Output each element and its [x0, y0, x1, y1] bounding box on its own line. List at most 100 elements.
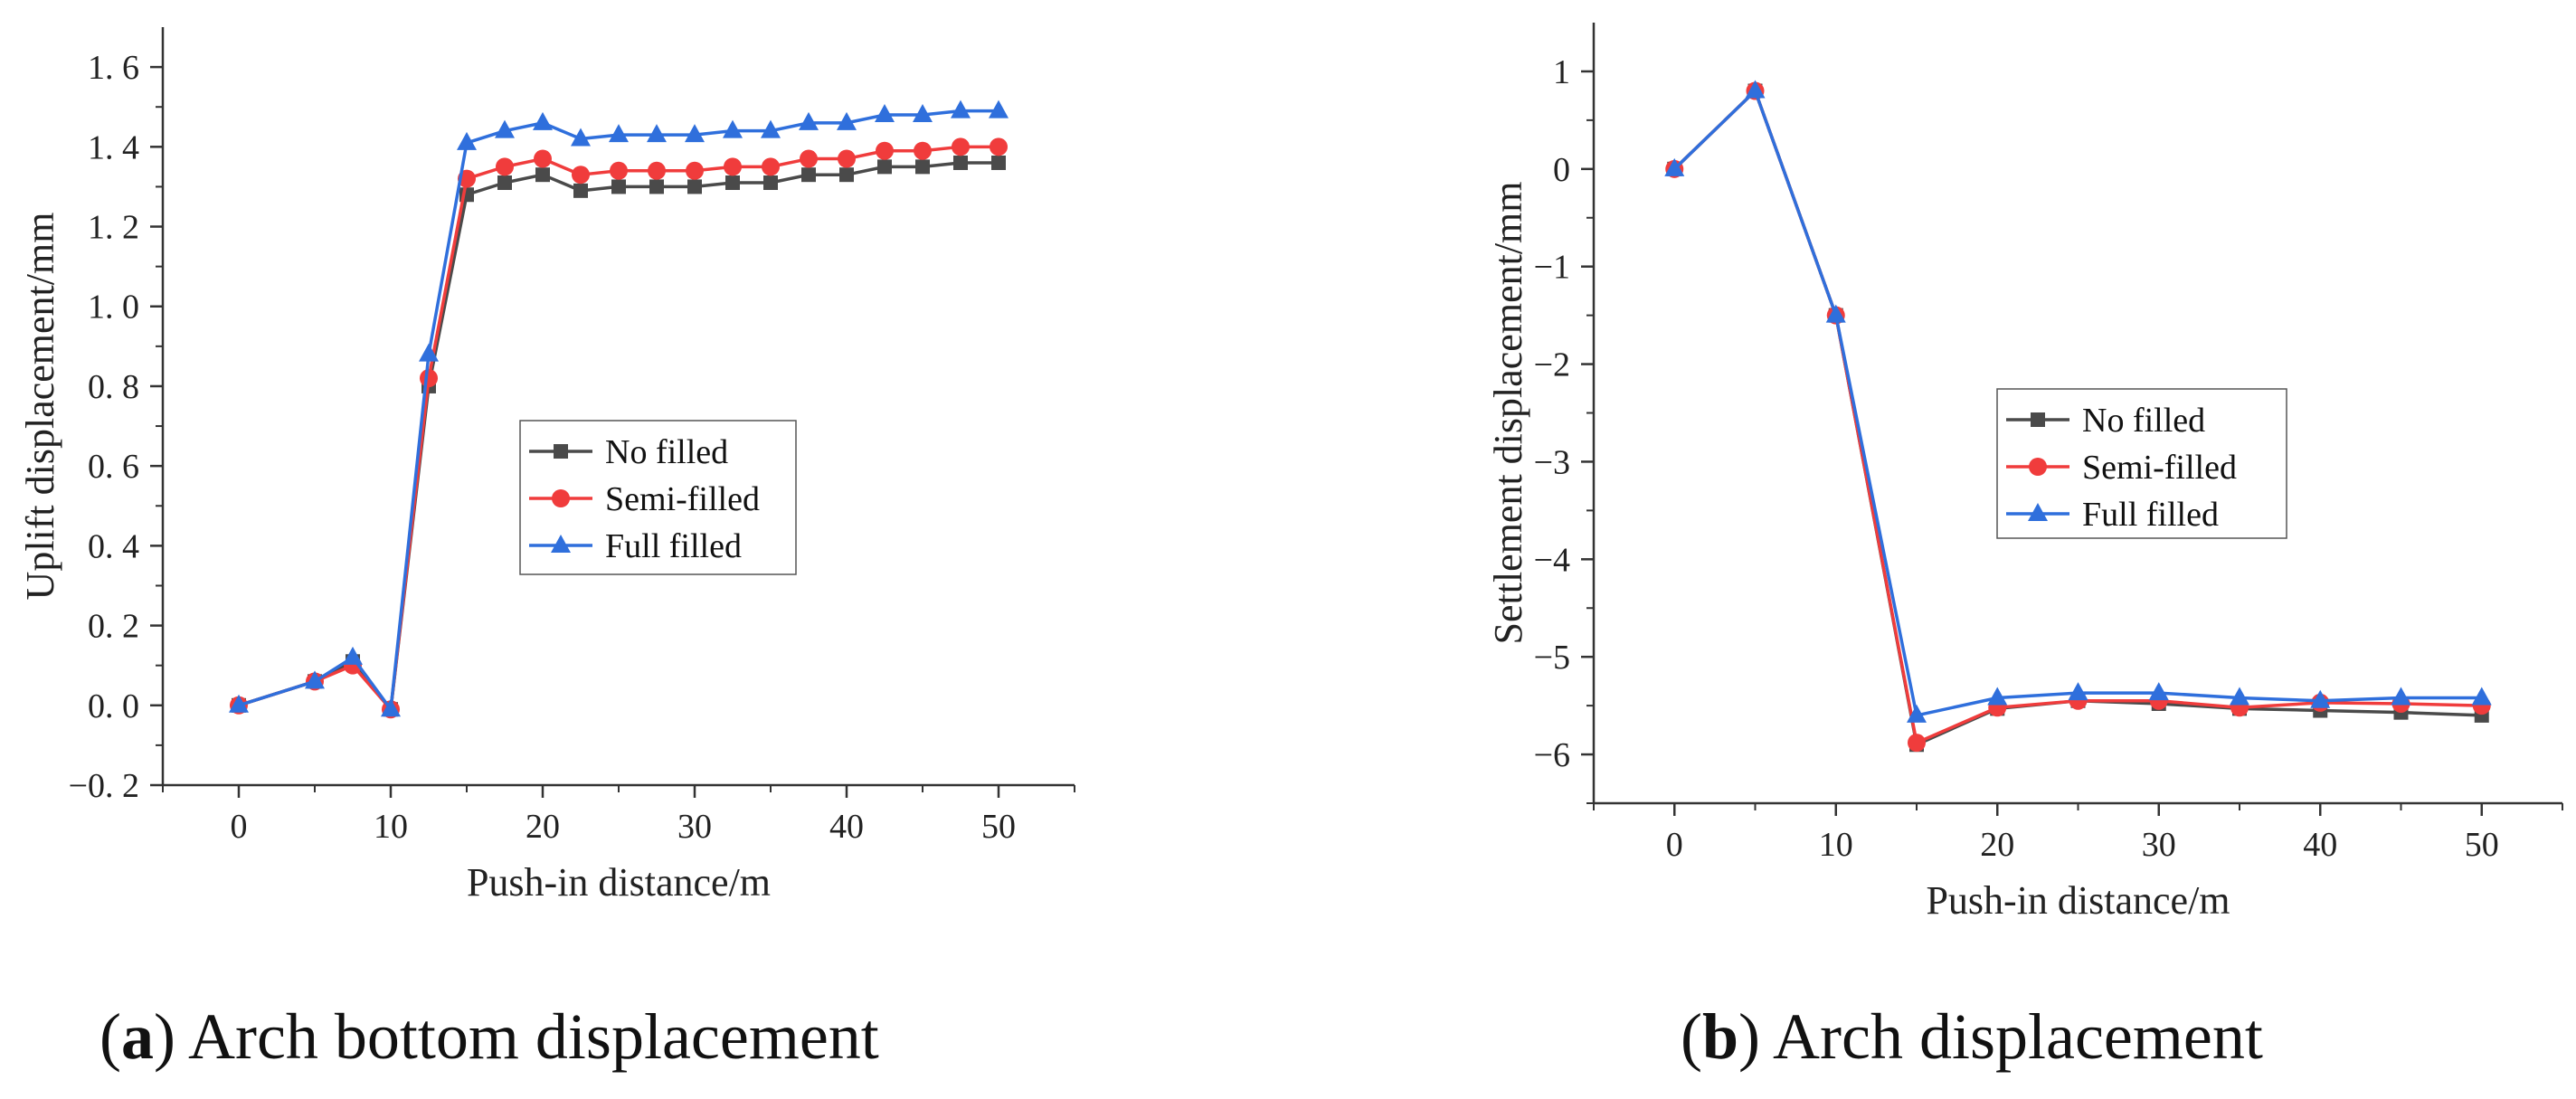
chart-b-y-tick-label: 1: [1553, 53, 1570, 91]
chart-a-y-tick-label: 0. 8: [88, 368, 139, 406]
chart-a-x-tick-label: 50: [981, 808, 1016, 846]
chart-b-y-tick-label: −1: [1534, 249, 1570, 287]
chart-b-point-full_filled: [2068, 682, 2088, 701]
chart-a-point-no_filled: [877, 159, 892, 175]
chart-a-point-semi_filled: [876, 141, 894, 160]
chart-b-point-full_filled: [1825, 304, 1846, 323]
chart-a-series-line-full_filled: [238, 109, 999, 711]
chart-a-point-full_filled: [761, 119, 781, 138]
chart-b-x-tick-label: 0: [1666, 826, 1683, 864]
chart-b-point-full_filled: [2310, 689, 2331, 708]
chart-a-arch-bottom-displacement: 0 10 20 30 40 50 −0. 2 0. 0 0. 2 0. 4 0. 6 0. 8 1. 0…: [18, 27, 1075, 905]
chart-a-legend-label-no_filled: No filled: [605, 433, 728, 471]
chart-a-point-semi_filled: [686, 161, 704, 180]
chart-a-point-no_filled: [535, 167, 550, 183]
chart-b-legend-marker-full_filled: [2028, 503, 2048, 521]
caption-a: (a) Arch bottom displacement: [99, 1000, 879, 1075]
chart-b-point-semi_filled: [1908, 734, 1926, 753]
chart-a-point-semi_filled: [800, 149, 818, 168]
chart-a-point-semi_filled: [420, 369, 438, 388]
chart-a-point-no_filled: [801, 167, 816, 183]
chart-b-point-full_filled: [2148, 682, 2169, 701]
chart-a-point-semi_filled: [990, 137, 1008, 156]
chart-b-y-axis-label: Settlement displacement/mm: [1486, 182, 1530, 645]
chart-a-point-no_filled: [725, 175, 740, 191]
chart-a-point-full_filled: [837, 111, 857, 130]
chart-b-y-tick-label: −5: [1534, 639, 1570, 677]
chart-a-point-full_filled: [533, 111, 553, 130]
chart-a-point-no_filled: [953, 155, 968, 170]
chart-a-point-semi_filled: [914, 141, 932, 160]
chart-a-point-full_filled: [609, 124, 629, 143]
chart-b-legend-label-semi_filled: Semi-filled: [2082, 449, 2237, 487]
chart-a-y-tick-label: 0. 6: [88, 448, 139, 486]
chart-b-x-tick-label: 50: [2465, 826, 2499, 864]
chart-a-x-tick-label: 40: [829, 808, 864, 846]
chart-a-point-full_filled: [799, 111, 819, 130]
chart-a-point-full_filled: [951, 99, 971, 118]
chart-a-point-no_filled: [839, 167, 854, 183]
chart-a-x-tick-label: 30: [677, 808, 712, 846]
chart-b-point-full_filled: [1745, 80, 1766, 99]
chart-a-point-full_filled: [457, 131, 477, 150]
chart-b-legend-marker-no_filled: [2031, 412, 2045, 427]
chart-a-point-full_filled: [647, 124, 667, 143]
chart-b-point-full_filled: [1664, 157, 1685, 176]
chart-b-y-tick-label: −2: [1534, 346, 1570, 384]
caption-a-text: ) Arch bottom displacement: [153, 1000, 879, 1073]
chart-b-x-tick-label: 10: [1819, 826, 1853, 864]
chart-b-y-tick-label: 0: [1553, 151, 1570, 189]
chart-b-x-axis-label: Push-in distance/m: [1926, 878, 2230, 923]
chart-b-legend-label-no_filled: No filled: [2082, 402, 2205, 440]
chart-a-point-no_filled: [611, 179, 626, 194]
chart-b-y-tick-label: −6: [1534, 736, 1570, 774]
caption-a-open: (: [99, 1000, 121, 1073]
chart-a-legend-marker-semi_filled: [552, 489, 570, 507]
chart-b-x-tick-label: 40: [2303, 826, 2337, 864]
chart-a-point-no_filled: [573, 183, 588, 198]
caption-b: (b) Arch displacement: [1681, 1000, 2263, 1075]
caption-a-letter: a: [120, 1000, 154, 1073]
chart-a-x-axis-label: Push-in distance/m: [467, 860, 771, 905]
chart-b-point-full_filled: [1987, 687, 2008, 706]
caption-b-open: (: [1681, 1000, 1702, 1073]
chart-a-y-tick-label: −0. 2: [69, 767, 139, 805]
chart-a-point-full_filled: [495, 119, 515, 138]
chart-a-point-full_filled: [723, 119, 743, 138]
chart-a-point-semi_filled: [952, 137, 970, 156]
chart-a-point-full_filled: [229, 694, 249, 713]
chart-b-point-full_filled: [1907, 704, 1927, 723]
caption-b-text: ) Arch displacement: [1738, 1000, 2263, 1073]
chart-b-arch-displacement: 0 10 20 30 40 50 −6 −5 −4 −3 −2 −1 0 1 Push-in distanc…: [1486, 23, 2563, 923]
chart-b-x-tick-label: 30: [2142, 826, 2176, 864]
chart-a-x-tick-label: 0: [231, 808, 248, 846]
chart-a-legend-marker-full_filled: [551, 535, 571, 553]
chart-b-x-tick-label: 20: [1980, 826, 2014, 864]
chart-b-legend-label-full_filled: Full filled: [2082, 496, 2219, 534]
chart-a-y-tick-label: 1. 2: [88, 209, 139, 247]
chart-b-y-tick-label: −3: [1534, 443, 1570, 481]
chart-a-point-semi_filled: [610, 161, 628, 180]
chart-a-y-tick-label: 0. 0: [88, 687, 139, 725]
chart-a-y-tick-label: 0. 4: [88, 527, 139, 565]
chart-a-point-semi_filled: [838, 149, 856, 168]
chart-a-point-full_filled: [989, 99, 1009, 118]
caption-b-letter: b: [1701, 1000, 1739, 1073]
chart-a-point-full_filled: [685, 124, 705, 143]
chart-a-point-no_filled: [915, 159, 930, 175]
chart-b-y-tick-label: −4: [1534, 541, 1570, 579]
chart-a-y-tick-label: 1. 0: [88, 289, 139, 327]
chart-a-legend-label-full_filled: Full filled: [605, 527, 742, 565]
chart-a-point-full_filled: [381, 698, 401, 717]
chart-a-point-semi_filled: [496, 157, 514, 176]
chart-b-point-full_filled: [2471, 687, 2492, 706]
chart-a-point-no_filled: [763, 175, 778, 191]
chart-a-point-no_filled: [497, 175, 512, 191]
chart-a-point-semi_filled: [648, 161, 666, 180]
chart-a-point-semi_filled: [572, 166, 590, 185]
chart-a-point-semi_filled: [762, 157, 780, 176]
chart-a-point-full_filled: [913, 104, 933, 123]
chart-a-point-full_filled: [305, 670, 325, 689]
chart-a-point-full_filled: [419, 343, 439, 362]
